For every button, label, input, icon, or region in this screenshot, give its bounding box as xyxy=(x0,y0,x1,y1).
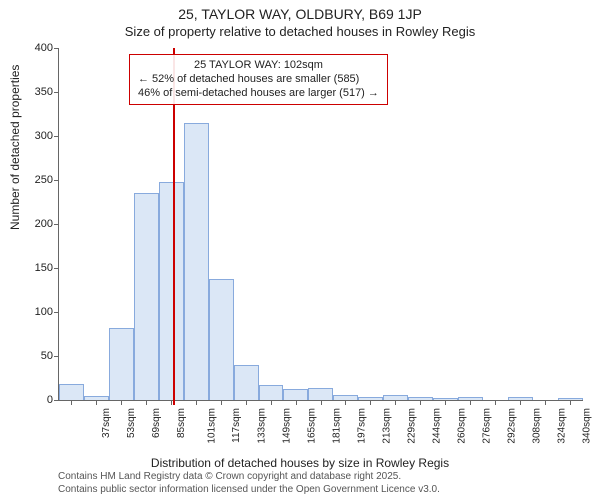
chart-container: { "chart": { "type": "histogram", "title… xyxy=(0,0,600,500)
x-axis-label: Distribution of detached houses by size … xyxy=(0,456,600,470)
y-tick-label: 150 xyxy=(35,262,59,274)
footer-attribution: Contains HM Land Registry data © Crown c… xyxy=(58,471,440,496)
chart-title: 25, TAYLOR WAY, OLDBURY, B69 1JP xyxy=(0,6,600,22)
footer-line-2: Contains public sector information licen… xyxy=(58,484,440,497)
footer-line-1: Contains HM Land Registry data © Crown c… xyxy=(58,471,440,484)
x-tick-mark xyxy=(520,400,521,405)
x-tick-label: 340sqm xyxy=(579,408,592,444)
x-tick-mark xyxy=(570,400,571,405)
x-tick-mark xyxy=(345,400,346,405)
x-tick-label: 324sqm xyxy=(554,408,567,444)
x-tick-mark xyxy=(470,400,471,405)
x-tick-mark xyxy=(296,400,297,405)
histogram-bar xyxy=(283,389,308,400)
x-tick-label: 197sqm xyxy=(355,408,368,444)
x-tick-mark xyxy=(121,400,122,405)
annotation-box: 25 TAYLOR WAY: 102sqm ← 52% of detached … xyxy=(129,54,388,105)
x-tick-mark xyxy=(146,400,147,405)
histogram-bar xyxy=(159,182,184,400)
x-tick-mark xyxy=(495,400,496,405)
histogram-bar xyxy=(308,388,333,400)
histogram-bar xyxy=(134,193,159,400)
histogram-bar xyxy=(234,365,259,400)
annotation-line-2: ← 52% of detached houses are smaller (58… xyxy=(138,73,379,87)
x-tick-mark xyxy=(445,400,446,405)
x-tick-label: 85sqm xyxy=(174,408,187,438)
y-tick-label: 200 xyxy=(35,218,59,230)
y-tick-label: 350 xyxy=(35,86,59,98)
x-tick-label: 69sqm xyxy=(149,408,162,438)
x-tick-mark xyxy=(96,400,97,405)
x-tick-label: 37sqm xyxy=(99,408,112,438)
y-tick-label: 0 xyxy=(47,394,59,406)
histogram-bar xyxy=(109,328,134,400)
x-tick-mark xyxy=(545,400,546,405)
x-tick-mark xyxy=(71,400,72,405)
chart-subtitle: Size of property relative to detached ho… xyxy=(0,24,600,39)
x-tick-mark xyxy=(221,400,222,405)
y-tick-label: 50 xyxy=(41,350,59,362)
plot-area: 25 TAYLOR WAY: 102sqm ← 52% of detached … xyxy=(58,48,583,401)
y-tick-label: 100 xyxy=(35,306,59,318)
y-tick-label: 300 xyxy=(35,130,59,142)
y-tick-label: 400 xyxy=(35,42,59,54)
x-tick-label: 292sqm xyxy=(504,408,517,444)
x-tick-mark xyxy=(196,400,197,405)
x-tick-label: 229sqm xyxy=(404,408,417,444)
x-tick-mark xyxy=(395,400,396,405)
annotation-line-1: 25 TAYLOR WAY: 102sqm xyxy=(138,59,379,73)
x-tick-label: 149sqm xyxy=(280,408,293,444)
histogram-bar xyxy=(259,385,284,400)
x-tick-label: 244sqm xyxy=(429,408,442,444)
x-tick-label: 181sqm xyxy=(330,408,343,444)
x-tick-mark xyxy=(246,400,247,405)
y-tick-label: 250 xyxy=(35,174,59,186)
x-tick-label: 101sqm xyxy=(205,408,218,444)
annotation-line-3: 46% of semi-detached houses are larger (… xyxy=(138,87,379,101)
x-tick-label: 53sqm xyxy=(124,408,137,438)
x-tick-mark xyxy=(171,400,172,405)
y-axis-label-text: Number of detached properties xyxy=(8,65,22,230)
x-tick-label: 213sqm xyxy=(380,408,393,444)
histogram-bar xyxy=(209,279,234,400)
histogram-bar xyxy=(184,123,209,400)
x-tick-label: 133sqm xyxy=(255,408,268,444)
x-tick-label: 260sqm xyxy=(454,408,467,444)
x-tick-mark xyxy=(370,400,371,405)
x-tick-mark xyxy=(420,400,421,405)
x-tick-mark xyxy=(321,400,322,405)
x-tick-label: 308sqm xyxy=(529,408,542,444)
x-tick-label: 276sqm xyxy=(479,408,492,444)
x-tick-label: 165sqm xyxy=(305,408,318,444)
y-axis-label: Number of detached properties xyxy=(8,65,22,230)
x-tick-label: 117sqm xyxy=(229,408,242,443)
x-tick-mark xyxy=(271,400,272,405)
histogram-bar xyxy=(59,384,84,400)
